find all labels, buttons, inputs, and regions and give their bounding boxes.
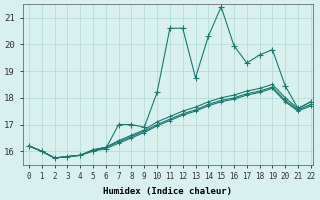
X-axis label: Humidex (Indice chaleur): Humidex (Indice chaleur) <box>103 187 232 196</box>
